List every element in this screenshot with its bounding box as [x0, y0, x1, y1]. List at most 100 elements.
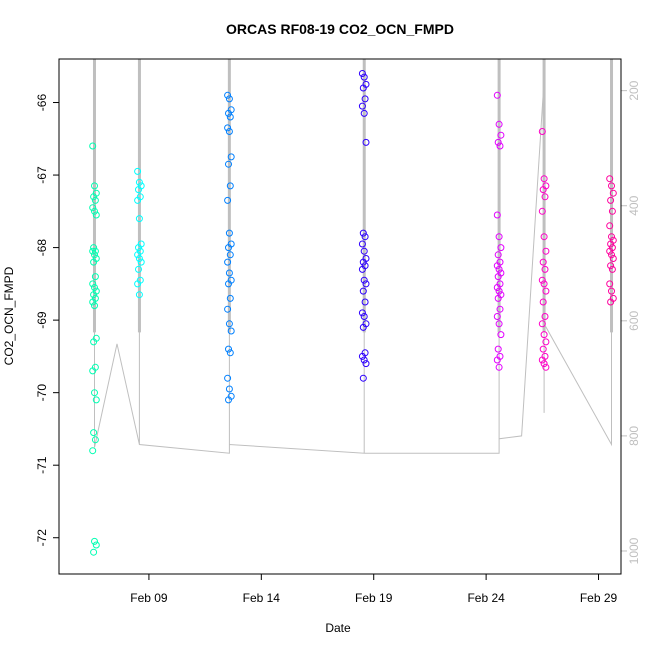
data-point — [92, 396, 100, 404]
data-point — [91, 247, 99, 255]
data-point — [495, 120, 503, 128]
data-point — [538, 207, 546, 215]
data-point — [91, 537, 98, 545]
x-axis-tick-label: Feb 14 — [243, 591, 281, 605]
data-point — [89, 447, 97, 455]
data-point — [359, 374, 367, 382]
data-point — [606, 280, 614, 288]
y2-axis-tick-label: 600 — [627, 310, 641, 330]
data-point — [91, 251, 98, 259]
data-point — [606, 247, 614, 255]
data-point — [358, 70, 366, 77]
y-axis-tick-label: -72 — [35, 529, 49, 547]
data-point — [608, 251, 615, 259]
data-point — [361, 95, 369, 103]
data-point — [89, 142, 97, 150]
data-point — [360, 247, 368, 255]
data-point — [225, 109, 232, 117]
y2-axis-tick-label: 400 — [627, 195, 641, 215]
data-point — [225, 244, 232, 252]
data-point — [225, 345, 232, 353]
data-point — [493, 313, 501, 320]
data-point — [493, 91, 501, 99]
y-axis-tick-label: -68 — [35, 239, 49, 257]
data-point — [495, 233, 503, 241]
data-point — [225, 385, 233, 393]
x-axis-tick-label: Feb 19 — [355, 591, 393, 605]
data-point — [360, 313, 368, 320]
data-point — [225, 280, 232, 288]
data-point — [541, 193, 549, 201]
data-point — [135, 215, 143, 223]
data-point — [606, 175, 614, 183]
data-point — [538, 128, 546, 135]
data-point — [540, 280, 548, 288]
data-point — [135, 186, 142, 194]
data-point — [224, 258, 232, 266]
y-axis-tick-label: -69 — [35, 311, 49, 329]
data-point — [538, 320, 546, 328]
data-point — [360, 73, 368, 81]
data-point — [606, 222, 614, 230]
data-point — [137, 258, 145, 266]
data-point — [225, 128, 233, 135]
data-point — [493, 211, 501, 219]
x-axis-label: Date — [325, 621, 351, 635]
data-point — [361, 298, 369, 306]
data-point — [225, 269, 233, 277]
data-point — [539, 186, 547, 194]
data-point — [542, 287, 550, 295]
data-point — [91, 436, 99, 444]
data-point — [608, 182, 615, 190]
data-point — [225, 160, 232, 168]
data-point — [608, 265, 616, 273]
data-point — [540, 360, 548, 368]
data-point — [360, 276, 368, 284]
data-point — [134, 280, 142, 288]
data-point — [135, 244, 142, 252]
data-point — [359, 258, 367, 266]
data-point — [226, 349, 234, 357]
data-point — [542, 338, 550, 346]
data-point — [609, 255, 617, 262]
y-axis-tick-label: -70 — [35, 384, 49, 402]
data-point — [89, 367, 97, 375]
data-point — [358, 309, 366, 317]
data-point — [539, 298, 547, 306]
data-point — [224, 196, 232, 204]
data-point — [92, 211, 100, 219]
data-point — [89, 298, 97, 306]
data-point — [542, 363, 550, 371]
y-axis-tick-label: -67 — [35, 166, 49, 184]
data-point — [494, 138, 502, 146]
data-point — [362, 360, 370, 368]
data-point — [225, 229, 233, 237]
data-point — [225, 320, 233, 328]
data-point — [609, 189, 617, 197]
data-point — [90, 338, 98, 346]
plot-frame — [58, 58, 622, 575]
data-point — [224, 305, 232, 313]
data-point — [494, 345, 502, 353]
x-axis-tick-label: Feb 09 — [130, 591, 168, 605]
data-point — [497, 331, 505, 339]
data-point — [539, 258, 547, 266]
data-point — [91, 302, 98, 310]
data-point — [497, 244, 505, 252]
y-axis-tick-label: -66 — [35, 94, 49, 112]
data-point — [90, 291, 98, 299]
data-point — [362, 138, 370, 146]
data-point — [496, 142, 504, 150]
altitude-trace-line — [94, 79, 612, 454]
data-point — [359, 229, 367, 237]
y-axis-label: CO2_OCN_FMPD — [2, 266, 16, 365]
data-point — [608, 233, 615, 241]
data-point — [607, 240, 615, 248]
x-axis-tick-label: Feb 29 — [580, 591, 618, 605]
data-point — [134, 251, 142, 259]
data-point — [493, 284, 501, 291]
y-axis-tick-label: -71 — [35, 456, 49, 474]
data-point — [540, 233, 548, 241]
data-point — [541, 265, 549, 273]
data-point — [90, 429, 98, 437]
